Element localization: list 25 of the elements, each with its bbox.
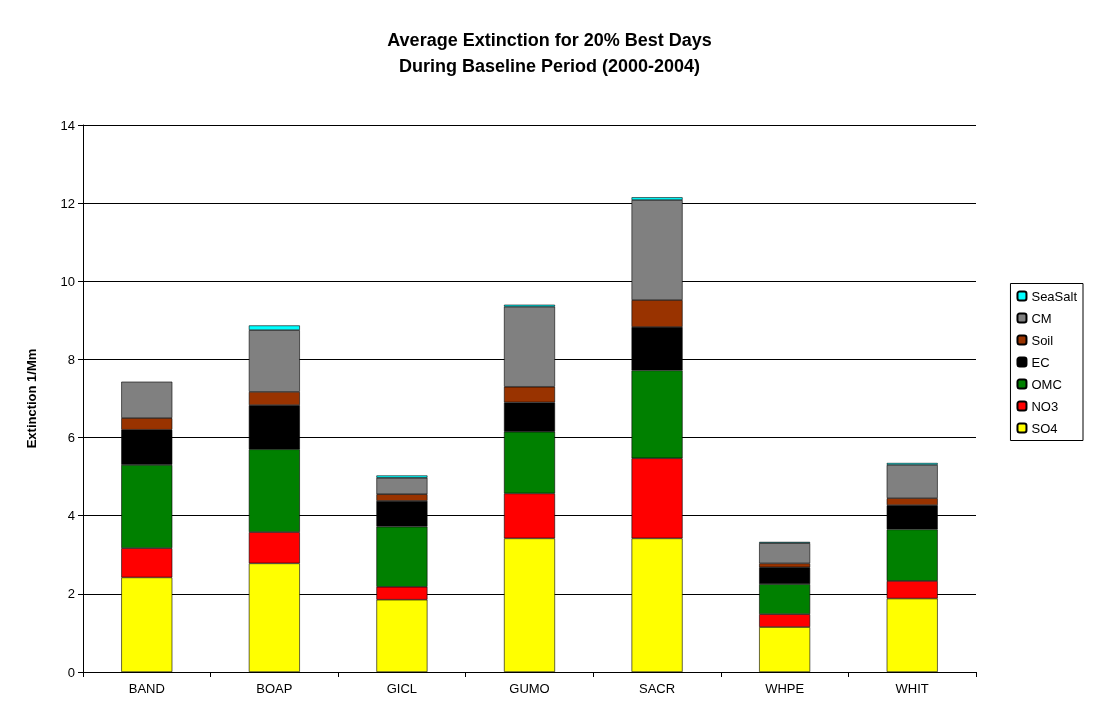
x-tick-label: GUMO <box>509 681 550 696</box>
y-axis-title: Extinction 1/Mm <box>24 348 39 449</box>
legend-label: SO4 <box>1031 420 1058 436</box>
x-tick-label: BAND <box>128 681 165 696</box>
legend-label: OMC <box>1031 376 1062 392</box>
bar <box>759 543 811 564</box>
legend-label: SeaSalt <box>1031 288 1078 304</box>
x-tick-label: BOAP <box>256 681 293 696</box>
y-tick-label: 12 <box>60 195 75 211</box>
y-tick-label: 4 <box>67 508 75 524</box>
legend-label: EC <box>1031 354 1050 370</box>
x-tick-label: GICL <box>386 681 418 696</box>
legend-label: NO3 <box>1031 398 1059 414</box>
y-tick-label: 10 <box>60 273 75 289</box>
x-tick-label: WHPE <box>765 681 805 696</box>
chart-title: Average Extinction for 20% Best Days During Baseline Period (2000-2004) <box>387 30 712 76</box>
x-tick-label: SACR <box>639 681 676 696</box>
legend-label: CM <box>1031 310 1052 326</box>
y-tick-label: 8 <box>67 351 75 367</box>
y-tick-label: 0 <box>67 664 75 680</box>
y-tick-label: 6 <box>67 430 75 446</box>
x-tick-label: WHIT <box>895 681 929 696</box>
y-tick-label: 14 <box>60 117 75 133</box>
y-tick-label: 2 <box>67 586 75 602</box>
legend-label: Soil <box>1031 332 1054 348</box>
